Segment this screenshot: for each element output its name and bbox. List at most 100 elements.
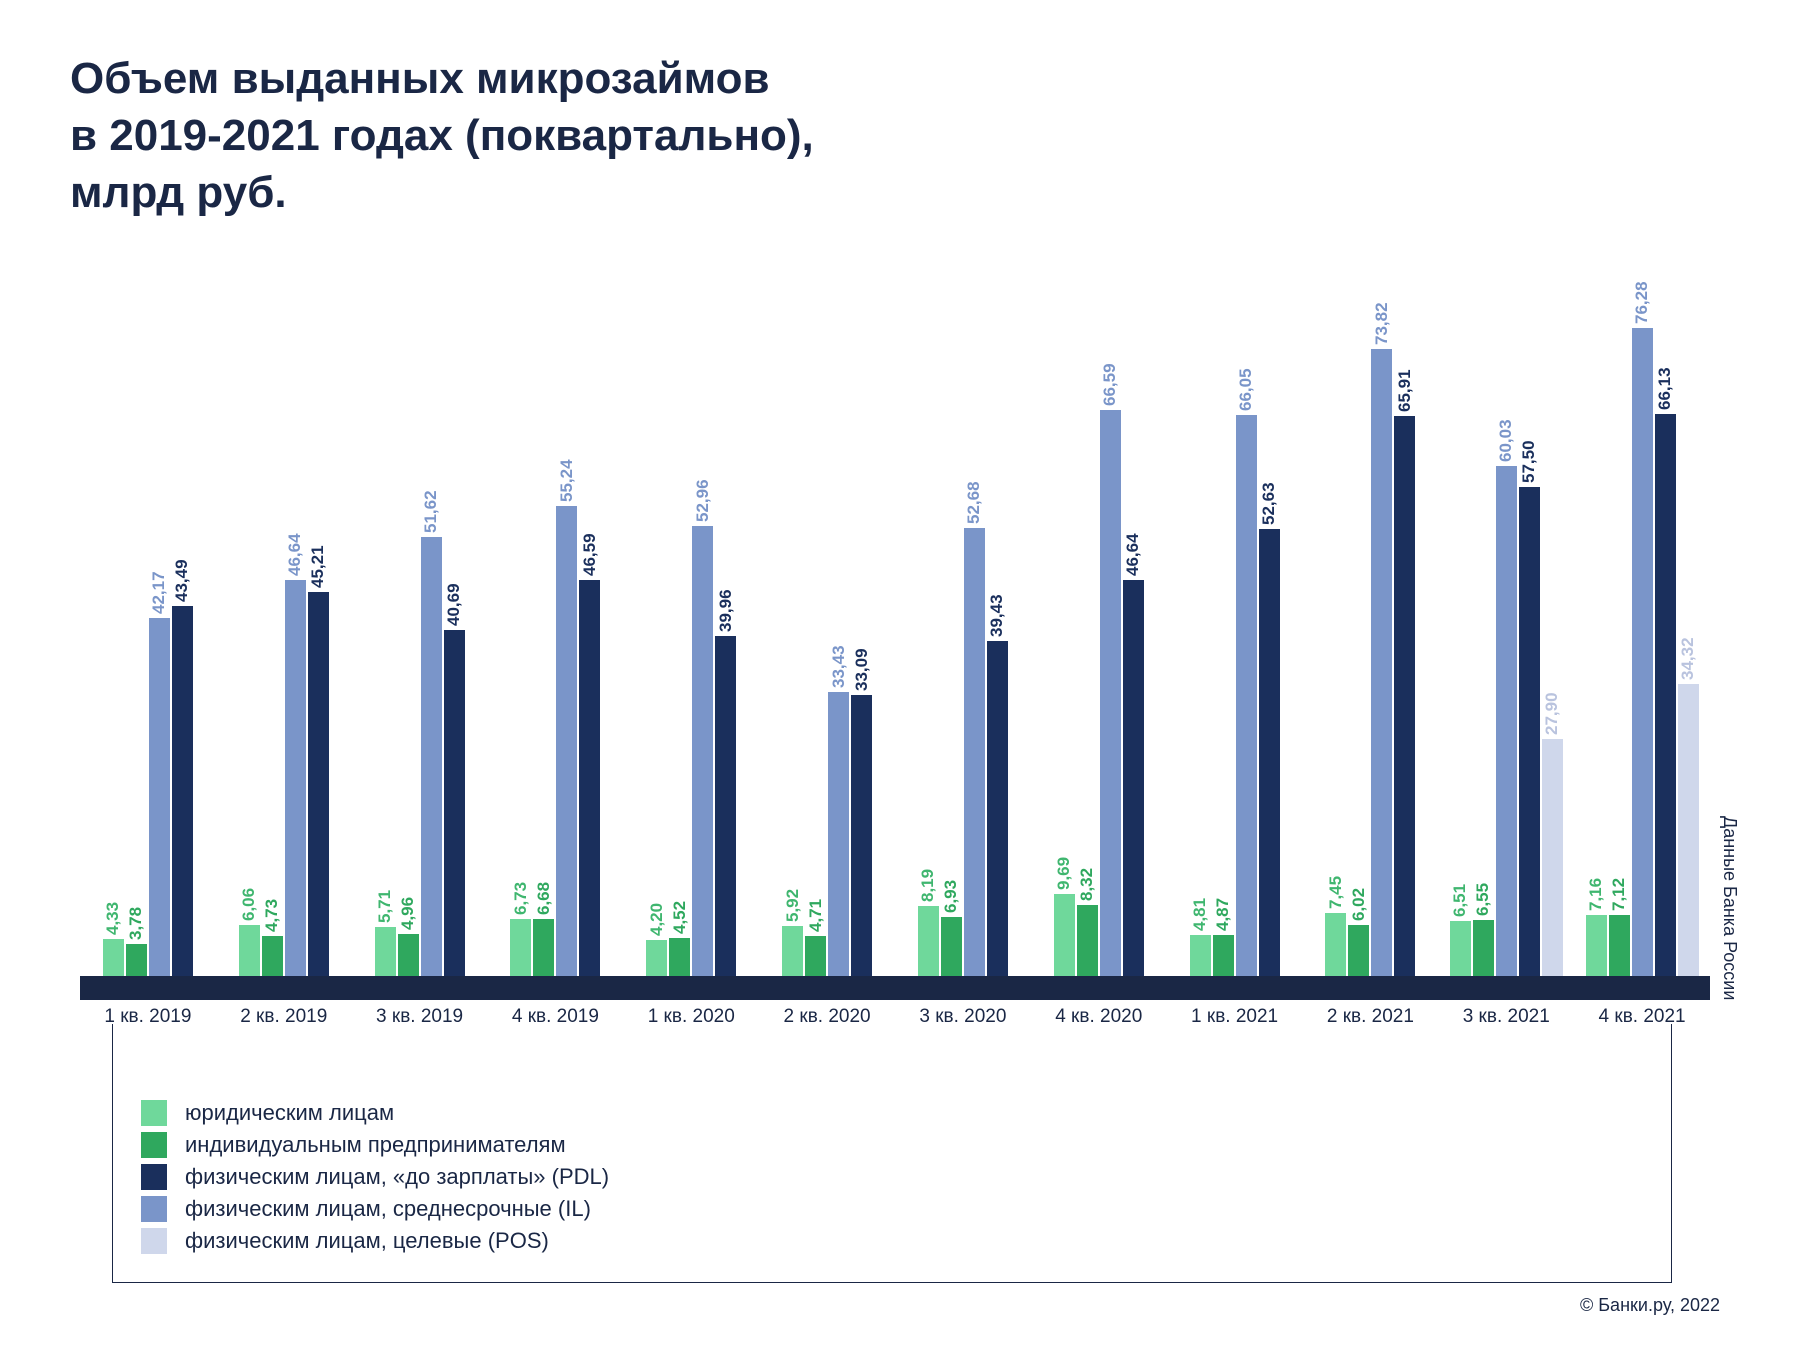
bar-value-label: 4,52	[670, 901, 690, 938]
bar-value-label: 66,13	[1655, 367, 1675, 414]
chart-title: Объем выданных микрозаймов в 2019-2021 г…	[70, 50, 814, 222]
bar-il: 73,82	[1371, 349, 1392, 976]
legend-swatch	[141, 1164, 167, 1190]
bar-group: 6,064,73 46,6445,21	[239, 320, 329, 976]
bar-il: 60,03	[1496, 466, 1517, 976]
bar-legal: 4,20	[646, 940, 667, 976]
legend-swatch	[141, 1196, 167, 1222]
bar-pdl: 52,63	[1259, 529, 1280, 976]
bar-legal: 5,92	[782, 926, 803, 976]
bar-value-label: 4,20	[647, 903, 667, 940]
legend-label: юридическим лицам	[185, 1100, 394, 1126]
bar-group: 9,698,3266,5946,64	[1054, 320, 1144, 976]
bar-group: 7,456,0273,8265,91	[1325, 320, 1415, 976]
bar-value-label: 6,68	[534, 882, 554, 919]
bar-ip: 3,78	[126, 944, 147, 976]
bar-value-label: 6,73	[511, 882, 531, 919]
bar-value-label: 45,21	[308, 545, 328, 592]
bar-pdl: 33,09	[851, 695, 872, 976]
bar-value-label: 6,02	[1349, 888, 1369, 925]
bar-legal: 4,81	[1190, 935, 1211, 976]
bar-ip: 8,32	[1077, 905, 1098, 976]
bar-pos: 27,90	[1542, 739, 1563, 976]
bar-value-label: 6,06	[239, 887, 259, 924]
bar-legal: 5,71	[375, 927, 396, 976]
bar-value-label: 4,33	[103, 902, 123, 939]
bar-group: 5,714,9651,6240,69	[375, 320, 465, 976]
bar-value-label: 60,03	[1496, 419, 1516, 466]
bar-il: 55,24	[556, 506, 577, 976]
bar-value-label: 4,73	[262, 899, 282, 936]
bar-value-label: 46,64	[285, 533, 305, 580]
bar-group: 6,736,6855,2446,59	[510, 320, 600, 976]
bar-il: 66,05	[1236, 415, 1257, 976]
bar-legal: 7,16	[1586, 915, 1607, 976]
legend-item: юридическим лицам	[141, 1100, 1643, 1126]
title-line-2: в 2019-2021 годах (поквартально),	[70, 111, 814, 160]
bar-pdl: 39,43	[987, 641, 1008, 976]
bar-group: 4,204,5252,9639,96	[646, 320, 736, 976]
bar-pos: 34,32	[1678, 684, 1699, 976]
bar-il: 66,59	[1100, 410, 1121, 976]
bar-value-label: 7,12	[1609, 878, 1629, 915]
bar-legal: 9,69	[1054, 894, 1075, 976]
bar-value-label: 4,87	[1213, 898, 1233, 935]
legend-border-right	[1671, 1024, 1672, 1070]
bar-value-label: 3,78	[126, 907, 146, 944]
legend-item: индивидуальным предпринимателям	[141, 1132, 1643, 1158]
legend-label: физическим лицам, среднесрочные (IL)	[185, 1196, 591, 1222]
bar-value-label: 8,19	[918, 869, 938, 906]
bar-legal: 7,45	[1325, 913, 1346, 976]
x-axis-label: 2 кв. 2019	[240, 1006, 327, 1028]
bar-pdl: 46,64	[1123, 580, 1144, 976]
bar-pdl: 43,49	[172, 606, 193, 976]
bar-value-label: 46,59	[580, 533, 600, 580]
x-axis-label: 3 кв. 2020	[919, 1006, 1006, 1028]
bar-value-label: 76,28	[1632, 281, 1652, 328]
bar-value-label: 46,64	[1123, 533, 1143, 580]
bar-pdl: 39,96	[715, 636, 736, 976]
bar-group: 5,924,7133,4333,09	[782, 320, 872, 976]
bar-group: 4,814,8766,0552,63	[1190, 320, 1280, 976]
bar-il: 42,17	[149, 618, 170, 976]
bar-legal: 4,33	[103, 939, 124, 976]
bar-pdl: 57,50	[1519, 487, 1540, 976]
bar-value-label: 7,16	[1586, 878, 1606, 915]
bar-il: 52,96	[692, 526, 713, 976]
x-axis-label: 2 кв. 2021	[1327, 1006, 1414, 1028]
title-line-1: Объем выданных микрозаймов	[70, 54, 770, 103]
bar-value-label: 52,63	[1259, 482, 1279, 529]
legend: юридическим лицам индивидуальным предприн…	[112, 1070, 1672, 1283]
bar-ip: 6,55	[1473, 920, 1494, 976]
bar-value-label: 39,43	[987, 594, 1007, 641]
legend-label: физическим лицам, целевые (POS)	[185, 1228, 549, 1254]
bar-value-label: 6,93	[941, 880, 961, 917]
bar-value-label: 6,51	[1450, 884, 1470, 921]
bar-value-label: 34,32	[1678, 638, 1698, 685]
x-axis-label: 1 кв. 2019	[104, 1006, 191, 1028]
bar-value-label: 66,05	[1236, 368, 1256, 415]
bar-pdl: 45,21	[308, 592, 329, 976]
x-axis-label: 3 кв. 2021	[1463, 1006, 1550, 1028]
bar-ip: 7,12	[1609, 915, 1630, 976]
x-axis-label: 4 кв. 2021	[1599, 1006, 1686, 1028]
bar-group: 4,333,7842,1743,49	[103, 320, 193, 976]
x-axis-label: 1 кв. 2020	[648, 1006, 735, 1028]
bar-value-label: 52,96	[693, 479, 713, 526]
x-axis-label: 3 кв. 2019	[376, 1006, 463, 1028]
bar-value-label: 52,68	[964, 482, 984, 529]
bar-value-label: 9,69	[1054, 857, 1074, 894]
bar-pdl: 65,91	[1394, 416, 1415, 976]
bar-value-label: 39,96	[716, 590, 736, 637]
bar-legal: 8,19	[918, 906, 939, 976]
bar-group: 6,516,5560,0357,5027,90	[1450, 320, 1563, 976]
x-axis-label: 4 кв. 2020	[1055, 1006, 1142, 1028]
legend-label: индивидуальным предпринимателям	[185, 1132, 566, 1158]
bar-value-label: 4,71	[806, 899, 826, 936]
x-axis-label: 1 кв. 2021	[1191, 1006, 1278, 1028]
bar-ip: 4,71	[805, 936, 826, 976]
bar-value-label: 7,45	[1326, 876, 1346, 913]
bar-value-label: 40,69	[444, 584, 464, 631]
bar-pdl: 66,13	[1655, 414, 1676, 976]
bar-ip: 4,87	[1213, 935, 1234, 976]
